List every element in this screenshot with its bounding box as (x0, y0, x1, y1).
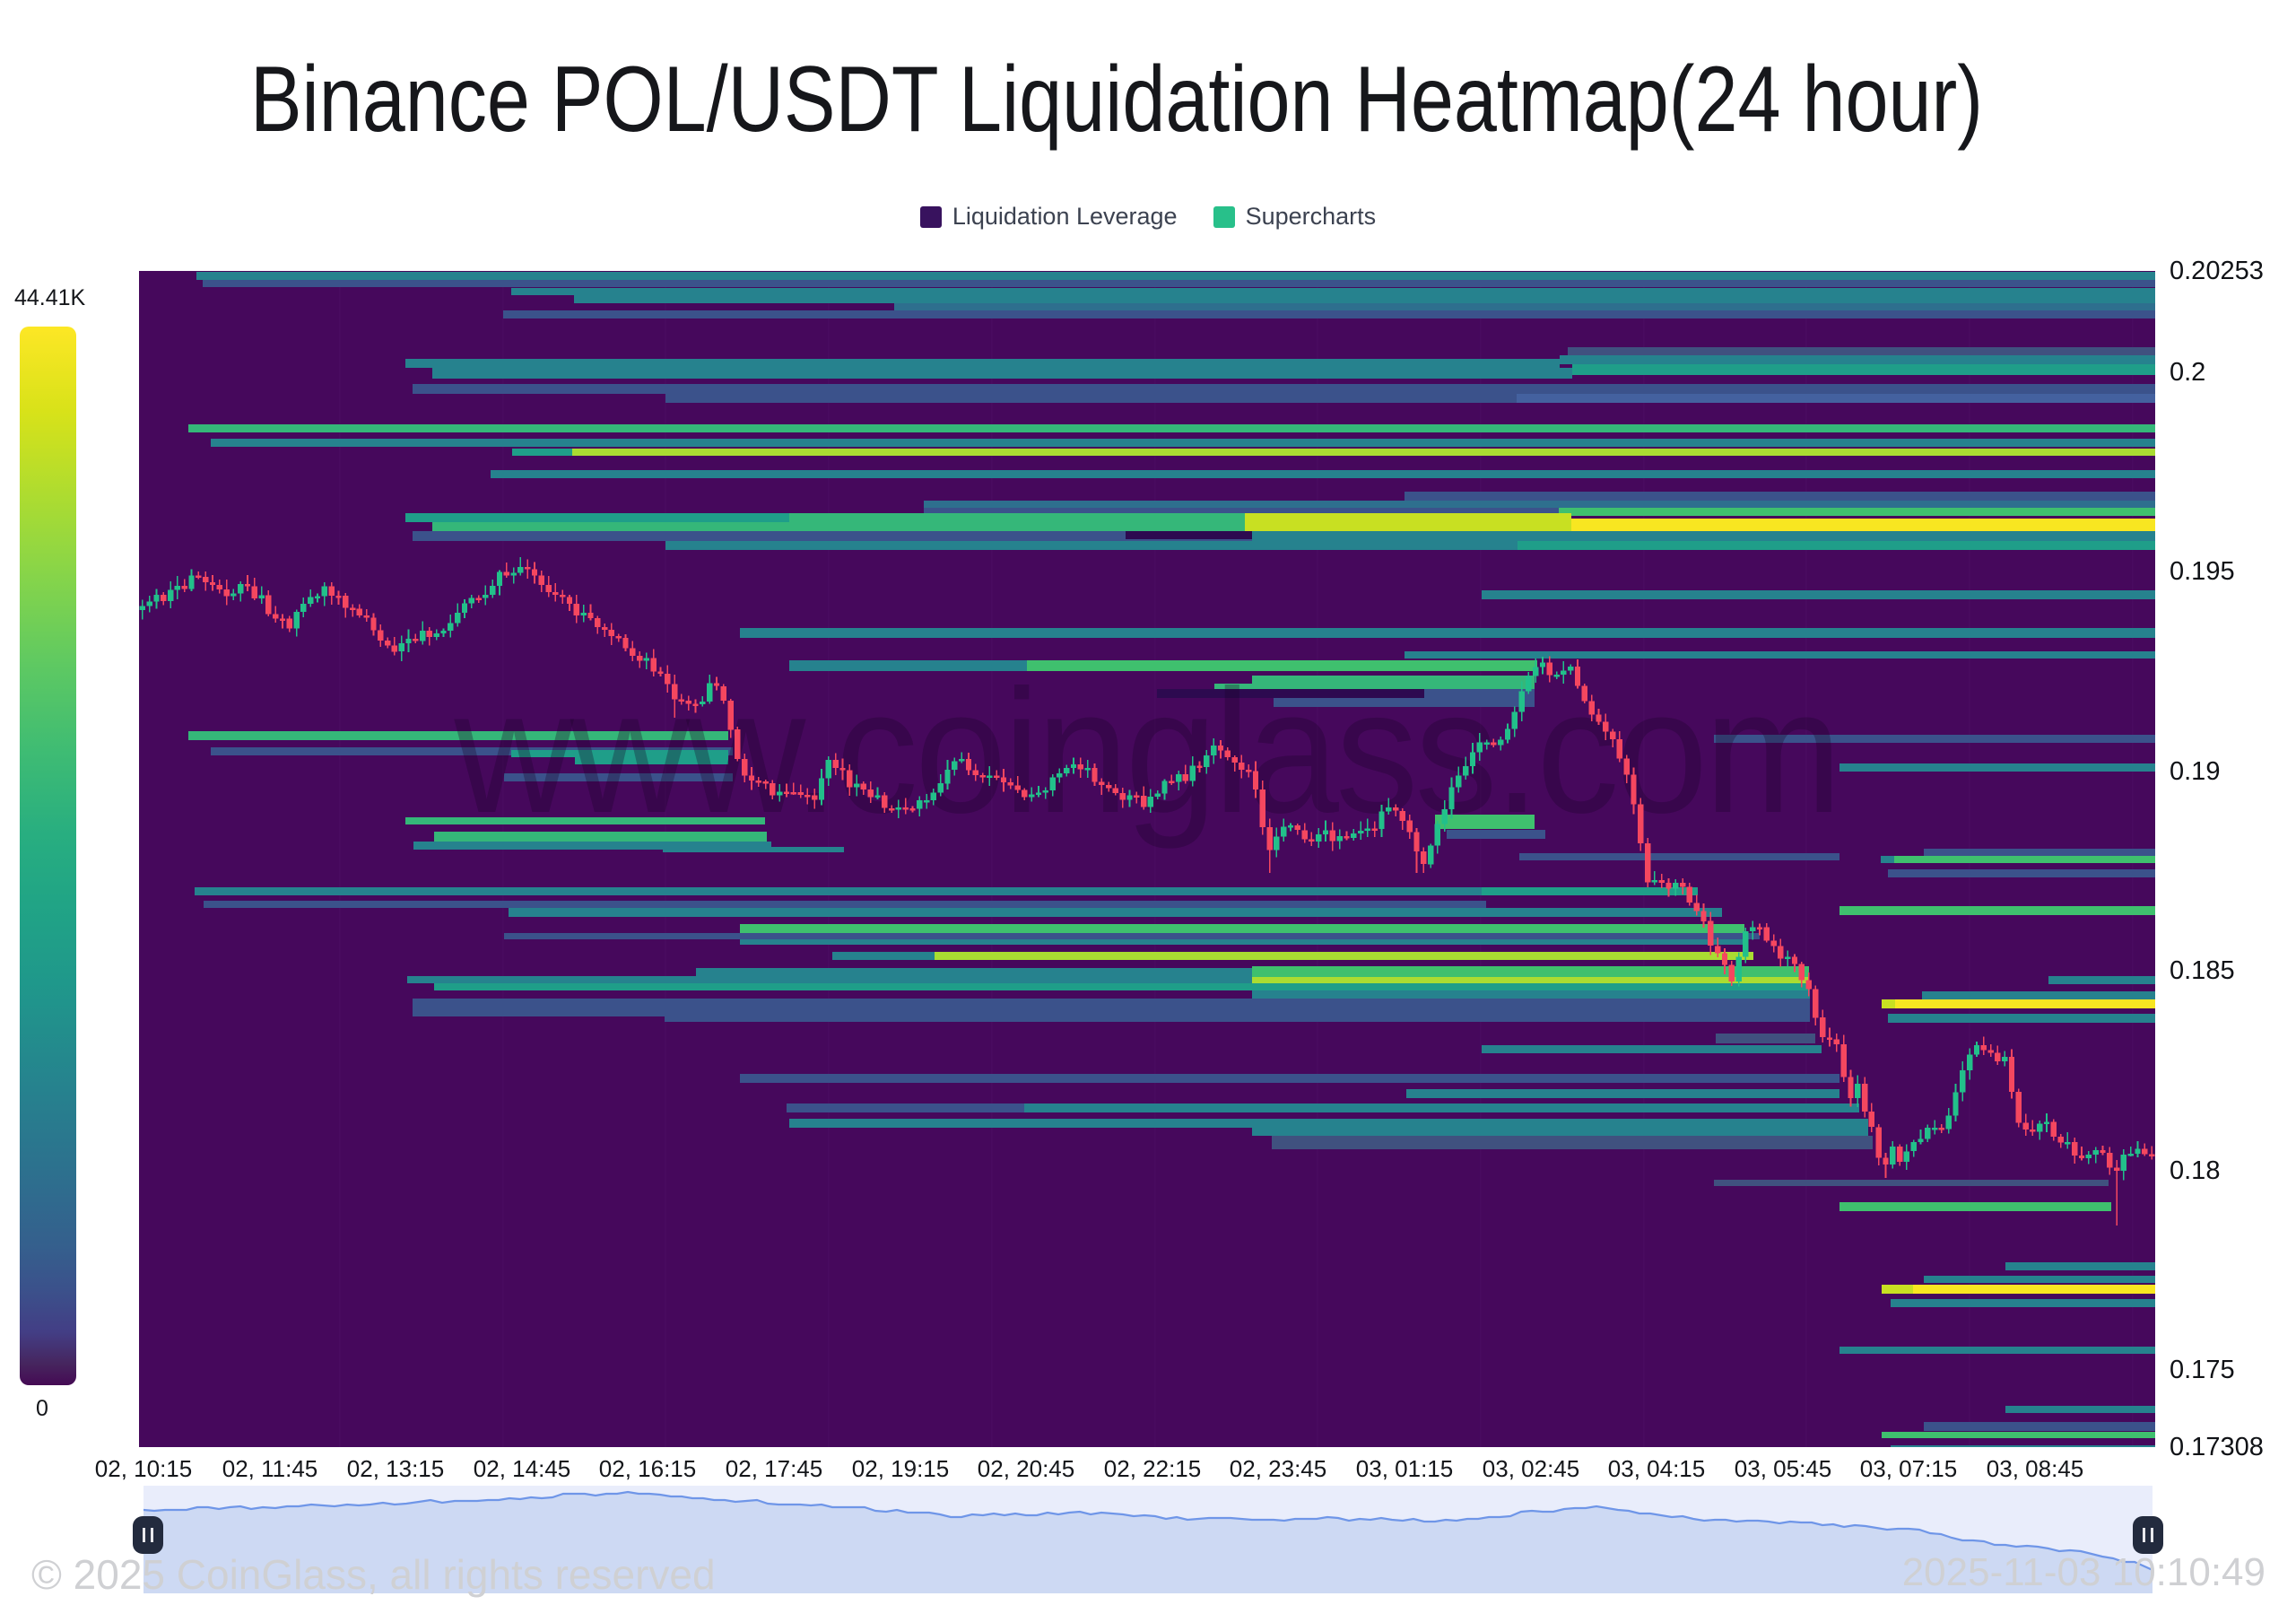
svg-text:www.coinglass.com: www.coinglass.com (454, 654, 1839, 850)
